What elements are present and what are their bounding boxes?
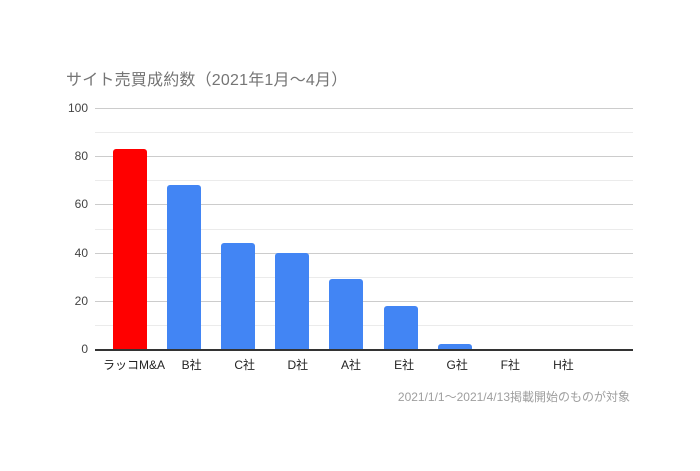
major-gridline <box>95 204 633 206</box>
chart-bar-default <box>167 185 202 349</box>
bar-slot <box>157 108 211 349</box>
chart-bar-highlight <box>113 148 148 349</box>
bar-slot <box>265 108 319 349</box>
minor-gridline <box>95 276 633 278</box>
minor-gridline <box>95 132 633 134</box>
major-gridline <box>95 252 633 254</box>
bar-slot <box>374 108 428 349</box>
bar-slot <box>536 108 590 349</box>
chart-bar-default <box>383 305 418 349</box>
chart-title: サイト売買成約数（2021年1月～4月） <box>66 72 348 89</box>
x-axis-labels: ラッコM&A B社 C社 D社 A社 E社 G社 F社 H社 <box>103 356 590 373</box>
x-axis-category-label: ラッコM&A <box>103 358 166 372</box>
y-axis-tick-label: 100 <box>67 101 88 115</box>
x-axis-category-label: C社 <box>234 358 256 372</box>
chart-bar-default <box>221 242 256 349</box>
minor-gridline <box>95 228 633 230</box>
x-axis-category-label: E社 <box>394 358 415 372</box>
x-axis-line <box>95 349 633 351</box>
minor-gridline <box>95 180 633 182</box>
chart-footnote: 2021/1/1～2021/4/13掲載開始のものが対象 <box>397 390 630 404</box>
chart-bar-default <box>275 252 310 349</box>
bar-slot <box>103 108 157 349</box>
x-axis-category-label: H社 <box>553 358 574 372</box>
major-gridline <box>95 300 633 302</box>
bar-slot <box>482 108 536 349</box>
y-axis-tick-label: 60 <box>74 197 88 212</box>
y-axis-tick-label: 40 <box>74 245 88 260</box>
chart-bar-default <box>329 279 364 349</box>
major-gridline <box>95 156 633 158</box>
minor-gridline <box>95 324 633 326</box>
bar-slot <box>319 108 373 349</box>
chart-bar-default <box>437 344 472 349</box>
bar-slot <box>211 108 265 349</box>
x-axis-category-label: F社 <box>500 358 520 372</box>
y-axis-tick-label: 80 <box>74 149 88 164</box>
plot-area <box>95 108 633 351</box>
bar-series <box>103 108 590 349</box>
x-axis-category-label: D社 <box>287 358 309 372</box>
y-axis-tick-label: 20 <box>74 293 88 308</box>
major-gridline <box>95 108 633 109</box>
x-axis-category-label: A社 <box>340 358 361 372</box>
x-axis-category-label: B社 <box>181 358 202 372</box>
y-axis-tick-label: 0 <box>81 342 88 356</box>
x-axis-category-label: G社 <box>446 358 468 372</box>
bar-slot <box>428 108 482 349</box>
y-axis-labels: 0 20 40 60 80 100 <box>58 102 88 355</box>
